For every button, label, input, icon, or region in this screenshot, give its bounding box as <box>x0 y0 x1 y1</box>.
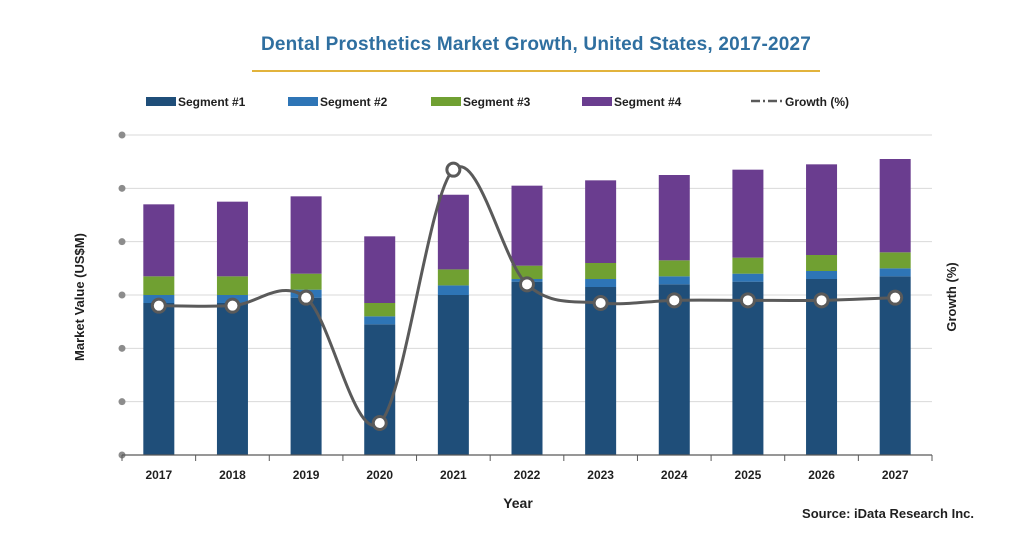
y-tick-dot <box>118 398 126 406</box>
bar-2023-segment-4 <box>585 180 617 263</box>
chart-axes: 2017 2018 2019 2020 2021 2022 2023 2024 2025 2026… <box>121 454 933 482</box>
bar-2020-segment-3 <box>364 303 396 317</box>
y2-axis-label: Growth (%) <box>944 262 959 331</box>
bar-2024-segment-1 <box>658 284 690 455</box>
bar-2025-segment-1 <box>732 281 764 455</box>
growth-point-2022 <box>519 276 535 293</box>
bar-2026-segment-3 <box>806 255 838 271</box>
bar-2027-segment-3 <box>879 252 911 269</box>
bar-2021-segment-3 <box>437 269 469 286</box>
bar-2021-segment-1 <box>437 295 469 455</box>
bar-2020-segment-2 <box>364 316 396 325</box>
x-tick-label-2025: 2025 <box>735 468 762 482</box>
bar-2027-segment-2 <box>879 268 911 277</box>
title-underline <box>252 70 820 72</box>
bar-2027-segment-1 <box>879 276 911 455</box>
x-tick-label-2021: 2021 <box>440 468 467 482</box>
bar-2017-segment-3 <box>143 276 175 295</box>
legend-label-1: Segment #1 <box>178 95 246 109</box>
legend-swatch-2 <box>288 97 318 106</box>
bar-2024-segment-2 <box>658 276 690 285</box>
bar-2020-segment-4 <box>364 236 396 303</box>
growth-point-2027 <box>887 289 904 306</box>
bar-2021-segment-2 <box>437 285 469 295</box>
bar-2026-segment-2 <box>806 271 838 279</box>
bar-2022-segment-4 <box>511 185 543 266</box>
bar-2025-segment-2 <box>732 273 764 282</box>
x-tick-label-2018: 2018 <box>219 468 246 482</box>
x-tick-label-2020: 2020 <box>366 468 393 482</box>
bar-2022-segment-1 <box>511 281 543 455</box>
x-tick-label-2026: 2026 <box>808 468 835 482</box>
bar-2023-segment-2 <box>585 279 617 287</box>
bar-2019-segment-3 <box>290 273 322 290</box>
chart-title: Dental Prosthetics Market Growth, United… <box>260 34 812 55</box>
chart-bars <box>143 159 911 455</box>
x-tick-label-2027: 2027 <box>882 468 909 482</box>
legend-swatch-4 <box>582 97 612 106</box>
growth-point-2024 <box>666 292 683 309</box>
bar-2027-segment-4 <box>879 159 911 253</box>
x-tick-label-2019: 2019 <box>293 468 320 482</box>
growth-point-2026 <box>813 292 830 309</box>
bar-2021-segment-4 <box>437 194 469 270</box>
bar-2019-segment-1 <box>290 297 322 455</box>
growth-point-2017 <box>150 297 167 314</box>
y-tick-dot <box>118 184 126 192</box>
growth-point-2025 <box>739 292 756 309</box>
bar-2018-segment-4 <box>216 201 248 277</box>
growth-point-2018 <box>224 297 241 314</box>
y-axis-label: Market Value (US$M) <box>72 233 87 361</box>
chart-legend: Segment #1 Segment #2 Segment #3 Segment #4… <box>146 95 849 109</box>
x-tick-label-2022: 2022 <box>514 468 541 482</box>
legend-label-growth: Growth (%) <box>785 95 849 109</box>
bar-2017-segment-1 <box>143 303 175 455</box>
bar-2018-segment-1 <box>216 303 248 455</box>
growth-line-layer <box>150 161 904 431</box>
bar-2017-segment-4 <box>143 204 175 277</box>
y-tick-dot <box>118 344 126 352</box>
bar-2018-segment-3 <box>216 276 248 295</box>
x-axis-label: Year <box>503 495 533 511</box>
growth-point-2020 <box>371 415 388 431</box>
bar-2024-segment-3 <box>658 260 690 277</box>
legend-label-3: Segment #3 <box>463 95 531 109</box>
bar-2019-segment-4 <box>290 196 322 274</box>
bar-2020-segment-1 <box>364 324 396 455</box>
x-tick-label-2023: 2023 <box>587 468 614 482</box>
bar-2023-segment-3 <box>585 263 617 279</box>
bar-2026-segment-4 <box>806 164 838 255</box>
legend-swatch-3 <box>431 97 461 106</box>
growth-point-2019 <box>298 289 315 306</box>
bar-2023-segment-1 <box>585 287 617 455</box>
legend-swatch-1 <box>146 97 176 106</box>
legend-label-4: Segment #4 <box>614 95 682 109</box>
growth-point-2023 <box>592 295 609 311</box>
growth-point-2021 <box>445 161 462 178</box>
x-tick-label-2017: 2017 <box>145 468 172 482</box>
y-tick-dot <box>118 238 126 246</box>
source-note: Source: iData Research Inc. <box>802 506 974 521</box>
legend-label-2: Segment #2 <box>320 95 388 109</box>
y-tick-dot <box>118 131 126 139</box>
bar-2025-segment-4 <box>732 169 764 258</box>
y-tick-dot <box>118 291 126 299</box>
bar-2024-segment-4 <box>658 175 690 261</box>
bar-2025-segment-3 <box>732 257 764 274</box>
x-tick-label-2024: 2024 <box>661 468 688 482</box>
